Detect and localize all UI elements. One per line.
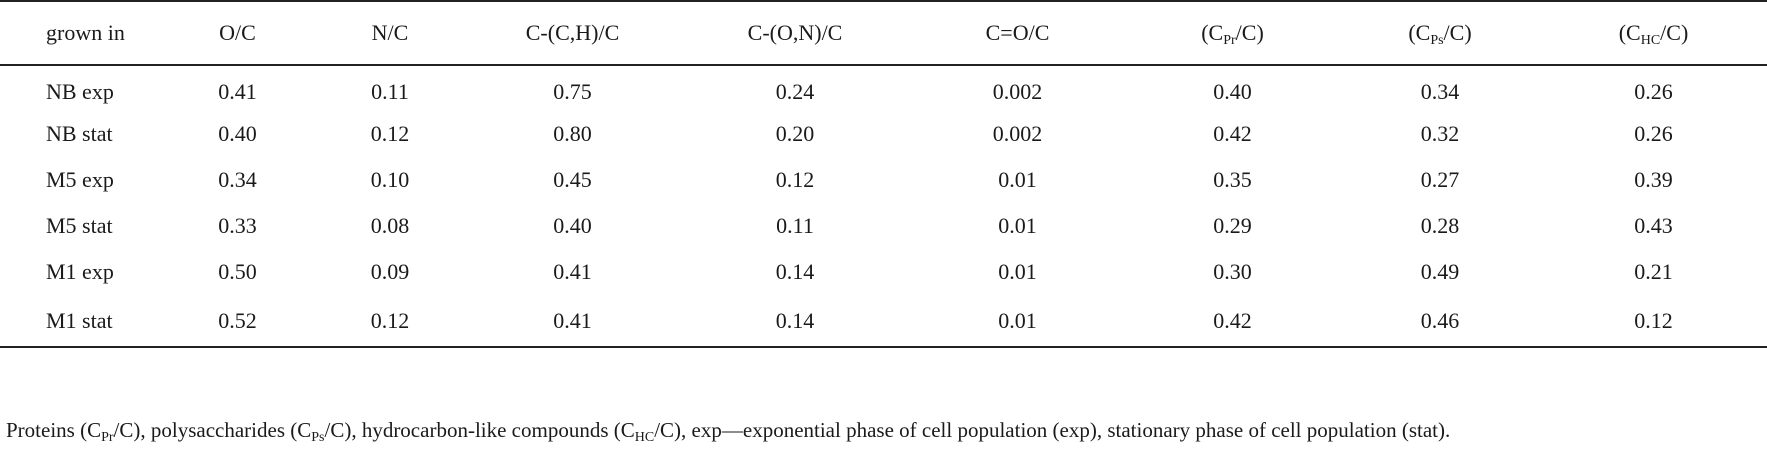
table-cell: 0.40 — [218, 121, 257, 146]
header-c-eq-o-c: C=O/C — [910, 0, 1125, 66]
table-row: NB stat 0.40 0.12 0.80 0.20 0.002 0.42 0… — [0, 111, 1767, 157]
table-cell: 0.24 — [775, 78, 815, 104]
table-cell: 0.75 — [553, 78, 592, 104]
table-body: NB exp 0.41 0.11 0.75 0.24 0.002 0.40 0.… — [0, 65, 1767, 348]
table-row: M1 stat 0.52 0.12 0.41 0.14 0.01 0.42 0.… — [0, 295, 1767, 348]
table-cell: 0.42 — [1125, 295, 1340, 348]
table-cell: 0.01 — [998, 167, 1037, 192]
table-cell: 0.12 — [1540, 295, 1767, 348]
table-cell: 0.41 — [218, 78, 257, 104]
table-cell: 0.14 — [775, 259, 815, 284]
table-cell: 0.39 — [1634, 167, 1673, 192]
header-chc-c: (CHC/C) — [1540, 0, 1767, 66]
table-cell: 0.41 — [553, 259, 592, 284]
table-row: M5 stat 0.33 0.08 0.40 0.11 0.01 0.29 0.… — [0, 203, 1767, 249]
header-n-c: N/C — [315, 0, 465, 66]
table-cell: 0.21 — [1634, 259, 1673, 284]
row-label: NB stat — [46, 121, 113, 146]
table-cell: 0.46 — [1340, 295, 1540, 348]
table-cell: 0.45 — [553, 167, 592, 192]
header-c-ch-c: C-(C,H)/C — [465, 0, 680, 66]
table-cell: 0.42 — [1213, 121, 1252, 146]
header-o-c: O/C — [160, 0, 315, 66]
table-cell: 0.12 — [370, 121, 410, 146]
table-cell: 0.26 — [1634, 78, 1673, 104]
table-row: M1 exp 0.50 0.09 0.41 0.14 0.01 0.30 0.4… — [0, 249, 1767, 295]
table-cell: 0.43 — [1634, 213, 1673, 238]
table-cell: 0.40 — [553, 213, 592, 238]
table-cell: 0.35 — [1213, 167, 1252, 192]
table-row: M5 exp 0.34 0.10 0.45 0.12 0.01 0.35 0.2… — [0, 157, 1767, 203]
row-label: M1 exp — [46, 259, 114, 284]
table-cell: 0.49 — [1420, 259, 1460, 284]
table-cell: 0.34 — [218, 167, 257, 192]
data-table-container: grown in O/C N/C C-(C,H)/C C-(O,N)/C C=O… — [0, 0, 1767, 348]
table-cell: 0.11 — [371, 78, 409, 104]
header-cpr-c: (CPr/C) — [1125, 0, 1340, 66]
data-table: grown in O/C N/C C-(C,H)/C C-(O,N)/C C=O… — [0, 0, 1767, 348]
header-row: grown in O/C N/C C-(C,H)/C C-(O,N)/C C=O… — [0, 0, 1767, 66]
table-cell: 0.01 — [998, 213, 1037, 238]
table-cell: 0.40 — [1213, 78, 1252, 104]
table-cell: 0.12 — [315, 295, 465, 348]
table-cell: 0.34 — [1420, 78, 1460, 104]
header-c-on-c: C-(O,N)/C — [680, 0, 910, 66]
table-cell: 0.002 — [992, 121, 1043, 146]
table-cell: 0.01 — [910, 295, 1125, 348]
table-cell: 0.33 — [218, 213, 257, 238]
table-cell: 0.09 — [370, 259, 410, 284]
table-cell: 0.20 — [775, 121, 815, 146]
table-cell: 0.12 — [775, 167, 815, 192]
table-cell: 0.26 — [1634, 121, 1673, 146]
table-cell: 0.29 — [1213, 213, 1252, 238]
table-cell: 0.50 — [218, 259, 257, 284]
table-cell: 0.80 — [553, 121, 592, 146]
header-cps-c: (CPs/C) — [1340, 0, 1540, 66]
table-cell: 0.41 — [465, 295, 680, 348]
table-cell: 0.01 — [998, 259, 1037, 284]
table-row: NB exp 0.41 0.11 0.75 0.24 0.002 0.40 0.… — [0, 65, 1767, 111]
table-cell: 0.30 — [1213, 259, 1252, 284]
table-cell: 0.27 — [1420, 167, 1460, 192]
row-label: M5 stat — [46, 213, 113, 238]
table-cell: 0.08 — [370, 213, 410, 238]
table-cell: 0.52 — [160, 295, 315, 348]
row-label: M1 stat — [0, 295, 160, 348]
table-footnote: Proteins (CPr/C), polysaccharides (CPs/C… — [6, 418, 1451, 445]
table-cell: 0.32 — [1420, 121, 1460, 146]
table-header: grown in O/C N/C C-(C,H)/C C-(O,N)/C C=O… — [0, 0, 1767, 66]
table-cell: 0.14 — [680, 295, 910, 348]
table-cell: 0.28 — [1420, 213, 1460, 238]
table-cell: 0.11 — [776, 213, 814, 238]
table-cell: 0.10 — [370, 167, 410, 192]
table-cell: 0.002 — [992, 78, 1043, 104]
header-grown-in: grown in — [0, 0, 160, 66]
row-label: M5 exp — [46, 167, 114, 192]
row-label: NB exp — [46, 78, 114, 104]
